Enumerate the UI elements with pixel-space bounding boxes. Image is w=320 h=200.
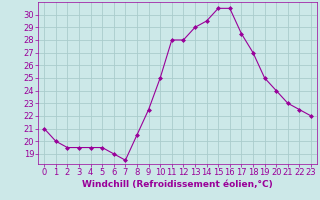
X-axis label: Windchill (Refroidissement éolien,°C): Windchill (Refroidissement éolien,°C)	[82, 180, 273, 189]
